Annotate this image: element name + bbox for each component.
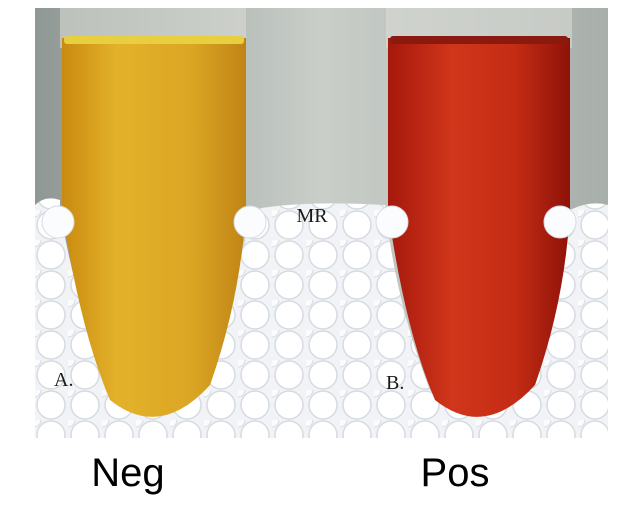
foam-bead [543, 205, 577, 239]
tube-positive [388, 38, 570, 417]
foam-bead [375, 205, 409, 239]
foam-bead [233, 205, 267, 239]
caption: Pos [421, 451, 490, 495]
tube-label: B. [386, 372, 404, 394]
tube-negative [62, 38, 246, 417]
tube-label: A. [54, 369, 73, 391]
test-label: MR [296, 205, 328, 227]
caption: Neg [91, 451, 164, 495]
meniscus [64, 36, 244, 44]
photo: MR A. B. [35, 8, 608, 438]
foam-bead [41, 205, 75, 239]
meniscus [390, 36, 568, 44]
foam-block [35, 198, 608, 438]
